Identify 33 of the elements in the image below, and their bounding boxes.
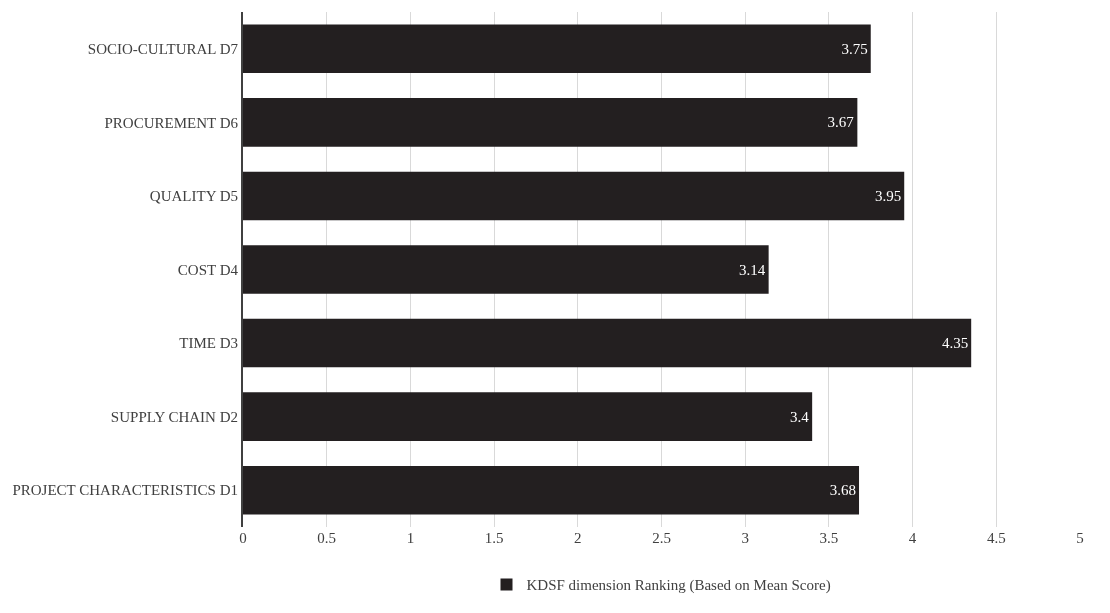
- x-tick-label: 1: [406, 530, 415, 546]
- bar: [243, 98, 858, 147]
- legend-label: KDSF dimension Ranking (Based on Mean Score): [526, 577, 831, 595]
- data-label: 3.95: [874, 187, 902, 204]
- bar: [243, 318, 972, 368]
- data-label: 3.14: [738, 261, 766, 278]
- x-tick-label: 0: [239, 530, 247, 546]
- y-tick-label: SUPPLY CHAIN D2: [110, 408, 238, 425]
- y-tick-label: QUALITY D5: [149, 188, 238, 205]
- bar: [243, 465, 860, 515]
- data-label: 4.35: [941, 335, 969, 352]
- bar: [243, 392, 813, 441]
- x-tick-label: 1.5: [484, 530, 504, 546]
- x-tick-label: 4.5: [986, 530, 1006, 546]
- data-label: 3.67: [827, 114, 855, 131]
- data-label: 3.75: [841, 40, 868, 57]
- x-tick-label: 5: [1076, 530, 1084, 546]
- y-tick-label: SOCIO-CULTURAL D7: [87, 41, 239, 58]
- data-label: 3.68: [829, 482, 857, 499]
- bar: [243, 24, 871, 74]
- y-tick-label: PROJECT CHARACTERISTICS D1: [12, 482, 238, 499]
- x-tick-label: 0.5: [317, 530, 337, 546]
- y-tick-label: PROCUREMENT D6: [104, 114, 239, 131]
- x-tick-label: 3: [741, 530, 749, 546]
- bar: [243, 171, 905, 221]
- bar: [243, 245, 769, 294]
- y-tick-label: COST D4: [177, 261, 239, 278]
- data-label: 3.4: [789, 408, 810, 425]
- y-tick-label: TIME D3: [179, 335, 238, 352]
- x-tick-label: 2: [574, 530, 582, 546]
- x-tick-label: 4: [908, 530, 917, 546]
- x-tick-label: 3.5: [819, 530, 839, 546]
- x-tick-label: 2.5: [652, 530, 671, 546]
